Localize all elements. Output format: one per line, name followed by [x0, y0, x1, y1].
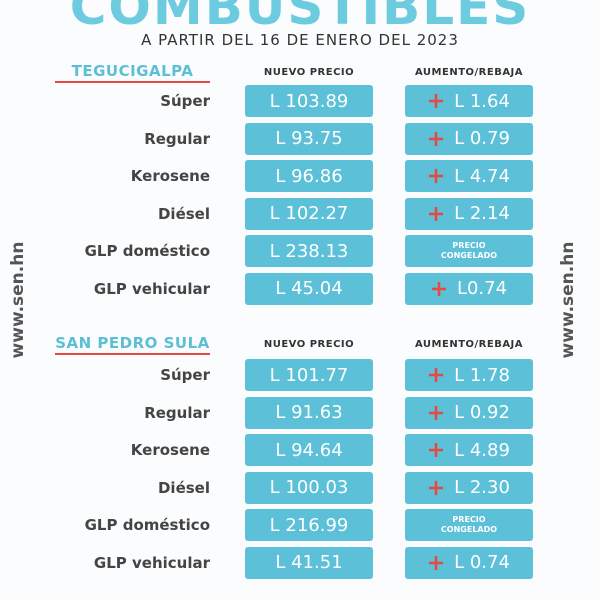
price: L 45.04: [275, 278, 343, 299]
change-box: L 4.89: [405, 434, 533, 466]
price-box: L 102.27: [245, 197, 373, 230]
increase-icon: [429, 94, 444, 108]
price-box: L 41.51: [245, 546, 373, 579]
status: PRECIO CONGELADO: [440, 241, 498, 260]
change-box: L 1.64: [405, 85, 533, 117]
change-box: L 1.78: [405, 359, 533, 391]
price-box: L 100.03: [245, 471, 373, 504]
change-box: L 0.74: [405, 546, 533, 579]
price: L 41.51: [275, 552, 343, 573]
increase-icon: [429, 368, 444, 382]
fuel-name: GLP vehicular: [93, 279, 210, 298]
change: L 2.14: [454, 203, 510, 224]
change: L 4.89: [454, 439, 510, 461]
fuel-name: Regular: [144, 129, 210, 148]
price: L 216.99: [269, 514, 349, 536]
price-box: L 96.86: [245, 160, 373, 192]
change-header: AUMENTO/REBAJA: [414, 67, 524, 78]
increase-icon: [429, 206, 444, 221]
change: L 0.79: [454, 128, 510, 149]
fuel-name: GLP doméstico: [84, 516, 210, 534]
change-box: L 4.74: [405, 160, 533, 192]
side-text: www.sen.hn: [558, 241, 578, 359]
status: PRECIO CONGELADO: [440, 515, 498, 534]
fuel-name: Diésel: [157, 204, 210, 223]
fuel-name: Diésel: [157, 478, 210, 497]
price: L 94.64: [275, 439, 343, 461]
city-name: TEGUCIGALPA: [55, 62, 210, 83]
price-box: L 45.04: [245, 272, 373, 305]
fuel-name: GLP doméstico: [84, 242, 210, 260]
increase-icon: [429, 131, 444, 146]
city-name: SAN PEDRO SULA: [55, 334, 210, 355]
price: L 91.63: [275, 402, 343, 423]
price: L 102.27: [269, 203, 349, 224]
fuel-name: Kerosene: [130, 167, 210, 185]
price: L 238.13: [269, 240, 349, 262]
increase-icon: [431, 281, 446, 296]
title: COMBUSTIBLES: [69, 0, 531, 36]
increase-icon: [429, 443, 444, 457]
price-box: L 216.99: [245, 509, 373, 541]
change: L 1.64: [454, 90, 510, 112]
increase-icon: [429, 480, 444, 495]
change-box: PRECIO CONGELADO: [405, 509, 533, 541]
change-box: L 0.79: [405, 122, 533, 155]
fuel-name: Súper: [160, 92, 210, 110]
price-box: L 238.13: [245, 235, 373, 267]
price: L 100.03: [269, 477, 349, 498]
price-box: L 101.77: [245, 359, 373, 391]
change: L 2.30: [454, 477, 510, 498]
change: L 0.74: [454, 552, 510, 573]
price-box: L 94.64: [245, 434, 373, 466]
increase-icon: [429, 405, 444, 420]
price: L 103.89: [269, 90, 349, 112]
price: L 93.75: [275, 128, 343, 149]
price-header: NUEVO PRECIO: [263, 67, 355, 78]
fuel-name: Súper: [160, 366, 210, 384]
fuel-name: Kerosene: [130, 441, 210, 459]
subtitle: A PARTIR DEL 16 DE ENERO DEL 2023: [141, 31, 459, 49]
fuel-name: GLP vehicular: [93, 553, 210, 572]
fuel-name: Regular: [144, 403, 210, 422]
price-box: L 91.63: [245, 396, 373, 429]
change-box: L 0.92: [405, 396, 533, 429]
change-box: L 2.30: [405, 471, 533, 504]
change: L 0.92: [454, 402, 510, 423]
increase-icon: [429, 169, 444, 183]
price-box: L 93.75: [245, 122, 373, 155]
price-header: NUEVO PRECIO: [263, 339, 355, 350]
price-box: L 103.89: [245, 85, 373, 117]
side-text: www.sen.hn: [8, 241, 28, 359]
increase-icon: [429, 555, 444, 570]
change: L 1.78: [454, 364, 510, 386]
change: L0.74: [456, 278, 508, 299]
change: L 4.74: [454, 165, 510, 187]
change-box: L0.74: [405, 272, 533, 305]
change-box: PRECIO CONGELADO: [405, 235, 533, 267]
price: L 101.77: [269, 364, 349, 386]
change-box: L 2.14: [405, 197, 533, 230]
change-header: AUMENTO/REBAJA: [414, 339, 524, 350]
price: L 96.86: [275, 165, 343, 187]
